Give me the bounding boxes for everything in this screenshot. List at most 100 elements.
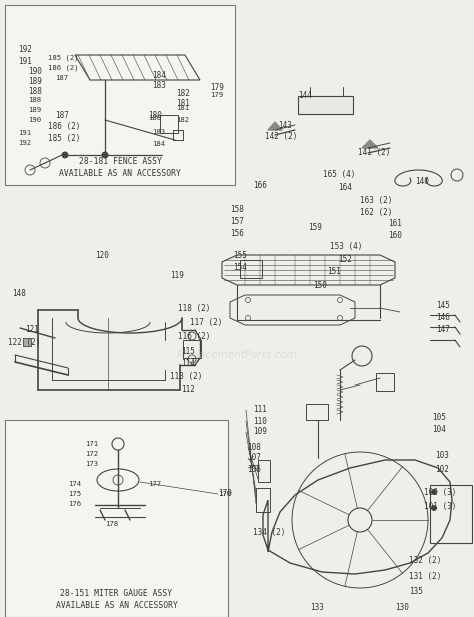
- Text: 188: 188: [28, 97, 41, 103]
- Bar: [258, 460, 270, 482]
- Text: 158: 158: [230, 204, 244, 213]
- Text: 165 (4): 165 (4): [323, 170, 356, 180]
- Text: 132 (2): 132 (2): [409, 557, 441, 566]
- Text: 117 (2): 117 (2): [190, 318, 222, 326]
- Text: 120: 120: [95, 252, 109, 260]
- Text: AVAILABLE AS AN ACCESSORY: AVAILABLE AS AN ACCESSORY: [55, 600, 177, 610]
- Bar: [376, 373, 394, 391]
- Text: 154: 154: [233, 262, 247, 271]
- Text: 145: 145: [436, 302, 450, 310]
- Text: 171: 171: [85, 441, 98, 447]
- Text: 188: 188: [28, 88, 42, 96]
- Text: 151: 151: [327, 268, 341, 276]
- Text: 110: 110: [253, 416, 267, 426]
- Text: 114: 114: [181, 360, 195, 368]
- Text: 186 (2): 186 (2): [48, 65, 79, 71]
- Text: 163 (2): 163 (2): [360, 196, 392, 204]
- Text: 118 (2): 118 (2): [178, 304, 210, 312]
- Bar: [173, 130, 183, 140]
- Text: 190: 190: [28, 117, 41, 123]
- Text: 184: 184: [152, 70, 166, 80]
- Text: 191: 191: [18, 57, 32, 65]
- Text: 183: 183: [152, 129, 165, 135]
- Text: 28-151 MITER GAUGE ASSY: 28-151 MITER GAUGE ASSY: [61, 589, 173, 597]
- Text: 100 (3): 100 (3): [424, 489, 456, 497]
- Bar: [5, 5, 235, 185]
- Text: 183: 183: [152, 81, 166, 91]
- Text: 174: 174: [68, 481, 81, 487]
- Bar: [23, 338, 31, 346]
- Bar: [240, 260, 262, 278]
- Circle shape: [62, 152, 68, 158]
- Text: 189: 189: [28, 107, 41, 113]
- Text: 152: 152: [338, 255, 352, 265]
- Text: 179: 179: [210, 83, 224, 93]
- Text: 170: 170: [218, 491, 231, 497]
- Text: 116 (2): 116 (2): [178, 331, 210, 341]
- Text: 141 (2): 141 (2): [358, 149, 391, 157]
- Circle shape: [431, 505, 437, 510]
- Text: AVAILABLE AS AN ACCESSORY: AVAILABLE AS AN ACCESSORY: [59, 168, 181, 178]
- Text: 170: 170: [218, 489, 232, 499]
- Text: 143: 143: [278, 120, 292, 130]
- Text: 181: 181: [176, 105, 189, 111]
- Text: 181: 181: [176, 99, 190, 109]
- Text: 162 (2): 162 (2): [360, 207, 392, 217]
- Bar: [183, 340, 201, 358]
- Text: 107: 107: [247, 453, 261, 463]
- Text: 119: 119: [170, 270, 184, 280]
- Text: 185 (2): 185 (2): [48, 55, 79, 61]
- Circle shape: [431, 489, 437, 494]
- Text: 108: 108: [247, 442, 261, 452]
- Text: 184: 184: [152, 141, 165, 147]
- Text: 186 (2): 186 (2): [48, 122, 81, 131]
- Text: 142 (2): 142 (2): [265, 133, 297, 141]
- Text: 178: 178: [105, 521, 118, 527]
- Text: 160: 160: [388, 231, 402, 241]
- Text: 105: 105: [432, 413, 446, 423]
- Text: 144: 144: [298, 91, 312, 101]
- Text: 177: 177: [148, 481, 161, 487]
- Text: 191: 191: [18, 130, 31, 136]
- Text: 166: 166: [253, 181, 267, 189]
- Bar: [256, 488, 270, 512]
- Text: 106: 106: [247, 465, 261, 473]
- Text: 131 (2): 131 (2): [409, 571, 441, 581]
- Text: 102: 102: [435, 465, 449, 474]
- Text: 155: 155: [233, 251, 247, 260]
- Text: 146: 146: [436, 313, 450, 323]
- Text: 185 (2): 185 (2): [48, 133, 81, 143]
- Text: 192: 192: [18, 46, 32, 54]
- Text: 192: 192: [18, 140, 31, 146]
- Text: 180: 180: [148, 110, 162, 120]
- Bar: [160, 115, 178, 133]
- Text: 189: 189: [28, 78, 42, 86]
- Text: 121: 121: [25, 326, 39, 334]
- Bar: [298, 96, 353, 114]
- Text: 130: 130: [395, 603, 409, 613]
- Text: 147: 147: [436, 326, 450, 334]
- Text: 133: 133: [310, 603, 324, 613]
- Text: 103: 103: [435, 452, 449, 460]
- Text: 156: 156: [230, 228, 244, 238]
- Text: 187: 187: [55, 110, 69, 120]
- Bar: [430, 485, 472, 543]
- Text: 122 (2): 122 (2): [8, 339, 40, 347]
- Text: 153 (4): 153 (4): [330, 242, 363, 252]
- Text: 187: 187: [55, 75, 68, 81]
- Text: 157: 157: [230, 217, 244, 225]
- Text: 179: 179: [210, 92, 223, 98]
- Text: 111: 111: [253, 405, 267, 415]
- Text: 150: 150: [313, 281, 327, 289]
- Text: 173: 173: [85, 461, 98, 467]
- Text: 175: 175: [68, 491, 81, 497]
- Text: 140: 140: [415, 178, 429, 186]
- Text: 159: 159: [308, 223, 322, 233]
- Text: 113 (2): 113 (2): [170, 373, 202, 381]
- Text: 134 (2): 134 (2): [253, 529, 285, 537]
- Text: 101 (3): 101 (3): [424, 502, 456, 511]
- Text: 148: 148: [12, 289, 26, 297]
- Text: 164: 164: [338, 183, 352, 193]
- Text: 182: 182: [176, 88, 190, 97]
- Text: 109: 109: [253, 428, 267, 436]
